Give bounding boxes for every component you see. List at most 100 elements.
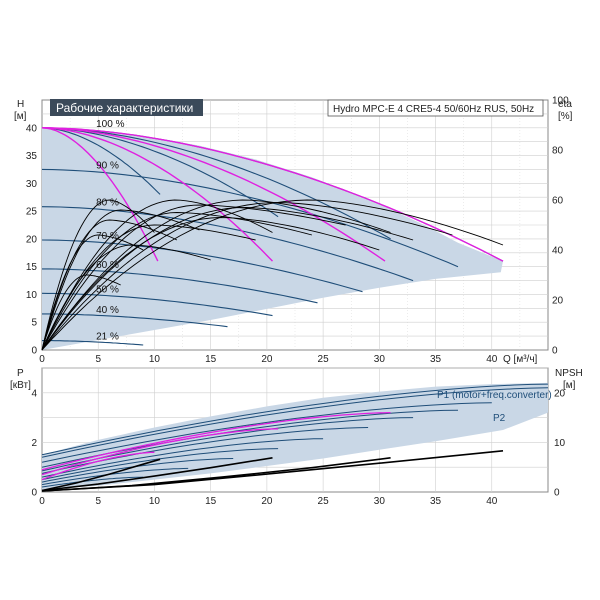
qh-y-tick-label: 10 — [26, 290, 38, 301]
speed-labels: 100 % 90 % 80 % 70 % 60 % 50 % 40 % 21 % — [96, 119, 124, 343]
qh-speed-curve — [41, 206, 414, 282]
qh-speed-curve — [41, 292, 273, 317]
qh-y-tick-label: 5 — [31, 318, 37, 329]
npsh-curve — [41, 458, 161, 492]
eta-curve — [41, 209, 200, 351]
power-curve — [41, 476, 144, 488]
qh-envelope-area — [42, 127, 503, 350]
eta-curve — [41, 274, 121, 351]
eta-curve — [41, 199, 391, 351]
speed-label: 40 % — [96, 305, 119, 316]
power-y-tick-label: 4 — [31, 388, 37, 399]
power-x-tick-label: 40 — [486, 496, 498, 507]
power-x-tick-label: 35 — [430, 496, 442, 507]
qh-speed-curve — [42, 340, 144, 346]
power-curve — [41, 402, 492, 463]
power-curve — [41, 448, 279, 481]
qh-y-tick-label: 0 — [31, 346, 37, 357]
pump-label: Hydro MPC-E 4 CRE5-4 50/60Hz RUS, 50Hz — [333, 104, 534, 115]
speed-label: 60 % — [96, 260, 119, 271]
qh-speed-curve — [41, 127, 279, 218]
q-axis-label: Q [м³/ч] — [503, 354, 538, 365]
speed-label: 100 % — [96, 119, 124, 130]
qh-speed-curve — [41, 168, 459, 268]
npsh-axis-name: NPSH — [555, 368, 583, 379]
qh-x-tick-label: 35 — [430, 354, 442, 365]
eta-curves — [41, 199, 504, 351]
qh-x-tick-label: 0 — [39, 354, 45, 365]
qh-x-tick-label: 25 — [318, 354, 330, 365]
speed-label: 80 % — [96, 198, 119, 209]
eta-curve — [41, 234, 144, 351]
eta-axis-name: eta — [558, 99, 572, 110]
speed-label: 21 % — [96, 332, 119, 343]
qh-y-tick-label: 40 — [26, 123, 38, 134]
qh-y-tick-label: 25 — [26, 207, 38, 218]
qh-y-tick-label: 35 — [26, 151, 38, 162]
power-x-tick-label: 30 — [374, 496, 386, 507]
p-axis-name: P — [17, 368, 24, 379]
chart-title: Рабочие характеристики — [56, 101, 193, 115]
power-x-tick-label: 15 — [205, 496, 217, 507]
power-magenta-curve — [41, 411, 391, 471]
p-axis-unit: [кВт] — [10, 380, 31, 391]
speed-label: 90 % — [96, 160, 119, 171]
qh-x-tick-label: 5 — [95, 354, 101, 365]
eta-y-tick-label: 100 — [552, 96, 569, 107]
qh-curves — [41, 127, 504, 346]
eta-curve — [41, 202, 453, 351]
qh-magenta-curve — [41, 127, 386, 262]
qh-x-tick-label: 40 — [486, 354, 498, 365]
power-curves — [41, 383, 549, 488]
qh-speed-curve — [41, 127, 161, 195]
eta-axis-unit: [%] — [558, 111, 573, 122]
power-curve — [41, 383, 549, 456]
power-curve — [41, 467, 189, 486]
npsh-curve — [41, 457, 391, 492]
npsh-y-tick-label: 0 — [554, 488, 560, 499]
eta-curve — [41, 204, 346, 351]
power-x-tick-label: 10 — [149, 496, 161, 507]
power-x-tick-label: 20 — [261, 496, 273, 507]
power-curve — [41, 438, 324, 478]
power-magenta-curve — [41, 428, 279, 476]
power-y-tick-label: 2 — [31, 438, 37, 449]
qh-x-tick-label: 10 — [149, 354, 161, 365]
eta-y-tick-label: 80 — [552, 146, 564, 157]
qh-magenta-curve — [41, 127, 273, 262]
legend-p1: P1 (motor+freq.converter) — [437, 390, 552, 401]
qh-ticks: 0 5 10 15 20 25 30 35 40 0 5 10 15 20 25 30 35 40 0 20 40 60 8… — [26, 96, 569, 366]
qh-x-tick-label: 20 — [261, 354, 273, 365]
npsh-y-tick-label: 20 — [554, 388, 566, 399]
qh-x-tick-label: 30 — [374, 354, 386, 365]
eta-curve — [41, 207, 414, 351]
eta-curve — [41, 217, 380, 351]
qh-magenta-curve — [41, 127, 504, 262]
power-y-tick-label: 0 — [31, 488, 37, 499]
eta-curve — [41, 212, 313, 351]
npsh-curves — [41, 450, 504, 492]
power-x-tick-label: 5 — [95, 496, 101, 507]
eta-y-tick-label: 0 — [552, 346, 558, 357]
power-x-tick-label: 25 — [318, 496, 330, 507]
qh-y-tick-label: 20 — [26, 234, 38, 245]
speed-label: 50 % — [96, 284, 119, 295]
npsh-y-tick-label: 10 — [554, 438, 566, 449]
eta-y-tick-label: 40 — [552, 246, 564, 257]
pump-label-box — [327, 99, 544, 117]
npsh-axis-unit: [м] — [563, 380, 576, 391]
qh-envelope-fill — [42, 127, 503, 350]
npsh-curve — [41, 457, 273, 492]
eta-y-tick-label: 60 — [552, 196, 564, 207]
eta-curve — [41, 219, 178, 351]
power-curve — [41, 387, 549, 458]
title-tag — [50, 99, 203, 116]
qh-speed-curve — [41, 239, 363, 293]
eta-curve — [41, 244, 211, 351]
legend-p2: P2 — [493, 413, 506, 424]
power-magenta-curve — [41, 451, 155, 481]
speed-label: 70 % — [96, 231, 119, 242]
h-axis-unit: [м] — [14, 111, 27, 122]
